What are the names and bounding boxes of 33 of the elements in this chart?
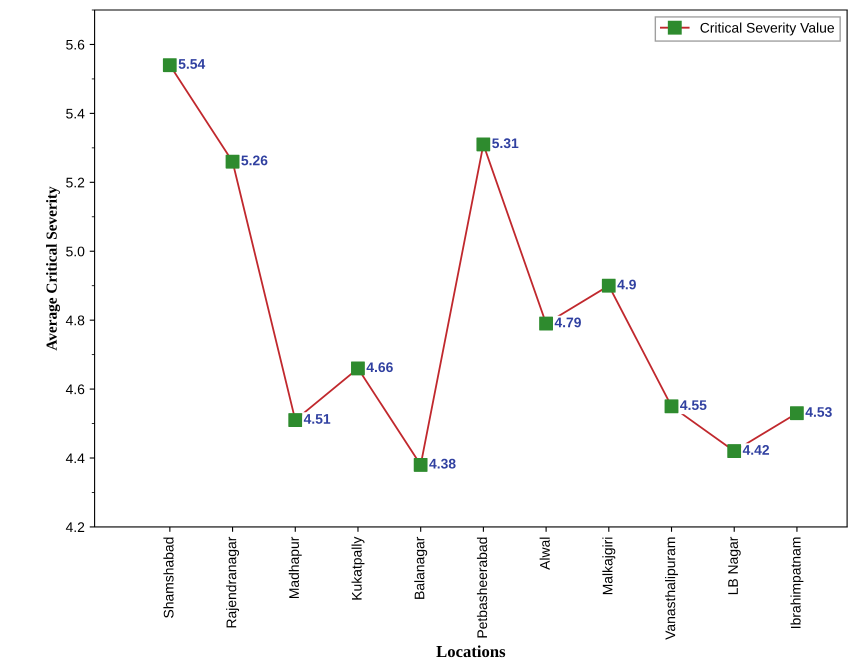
data-label: 4.9 bbox=[617, 280, 636, 290]
y-tick-label: 5.0 bbox=[66, 246, 84, 256]
data-label: 5.54 bbox=[178, 59, 206, 69]
x-axis-title: Locations bbox=[436, 645, 506, 658]
data-label: 5.26 bbox=[241, 156, 268, 166]
data-label: 5.31 bbox=[492, 138, 518, 148]
y-tick-label: 5.6 bbox=[66, 40, 84, 50]
y-tick-label: 4.2 bbox=[66, 522, 84, 532]
data-label: 4.42 bbox=[742, 445, 770, 455]
x-tick-label: Ibrahimpatnam bbox=[790, 538, 804, 628]
y-axis-title: Average Critical Severity bbox=[46, 186, 60, 350]
x-tick-label: Alwal bbox=[540, 538, 550, 570]
y-tick-label: 4.6 bbox=[66, 384, 84, 394]
x-tick-label: Balanagar bbox=[414, 536, 428, 599]
x-tick-label: Petbasheerabad bbox=[476, 538, 488, 638]
y-tick-label: 5.2 bbox=[66, 178, 84, 188]
legend-label: Critical Severity Value bbox=[700, 22, 834, 36]
x-tick-label: Madhapur bbox=[288, 536, 302, 598]
x-tick-label: LB Nagar bbox=[728, 536, 741, 594]
x-tick-label: Shamshabad bbox=[163, 538, 174, 618]
data-label: 4.38 bbox=[429, 458, 456, 469]
data-label: 4.53 bbox=[805, 407, 832, 417]
y-tick-label: 4.8 bbox=[66, 315, 84, 326]
data-label: 4.66 bbox=[366, 362, 393, 372]
y-tick-label: 5.4 bbox=[66, 108, 84, 119]
x-tick-label: Rajendranagar bbox=[226, 536, 240, 628]
x-tick-label: Vanasthalipuram bbox=[665, 538, 678, 640]
data-label: 4.55 bbox=[680, 400, 706, 410]
data-label: 4.79 bbox=[554, 318, 581, 328]
data-label: 4.51 bbox=[304, 414, 330, 424]
x-tick-label: Kukatpally bbox=[352, 536, 364, 600]
x-tick-label: Malkajgiri bbox=[602, 538, 616, 594]
y-tick-label: 4.4 bbox=[66, 453, 84, 464]
